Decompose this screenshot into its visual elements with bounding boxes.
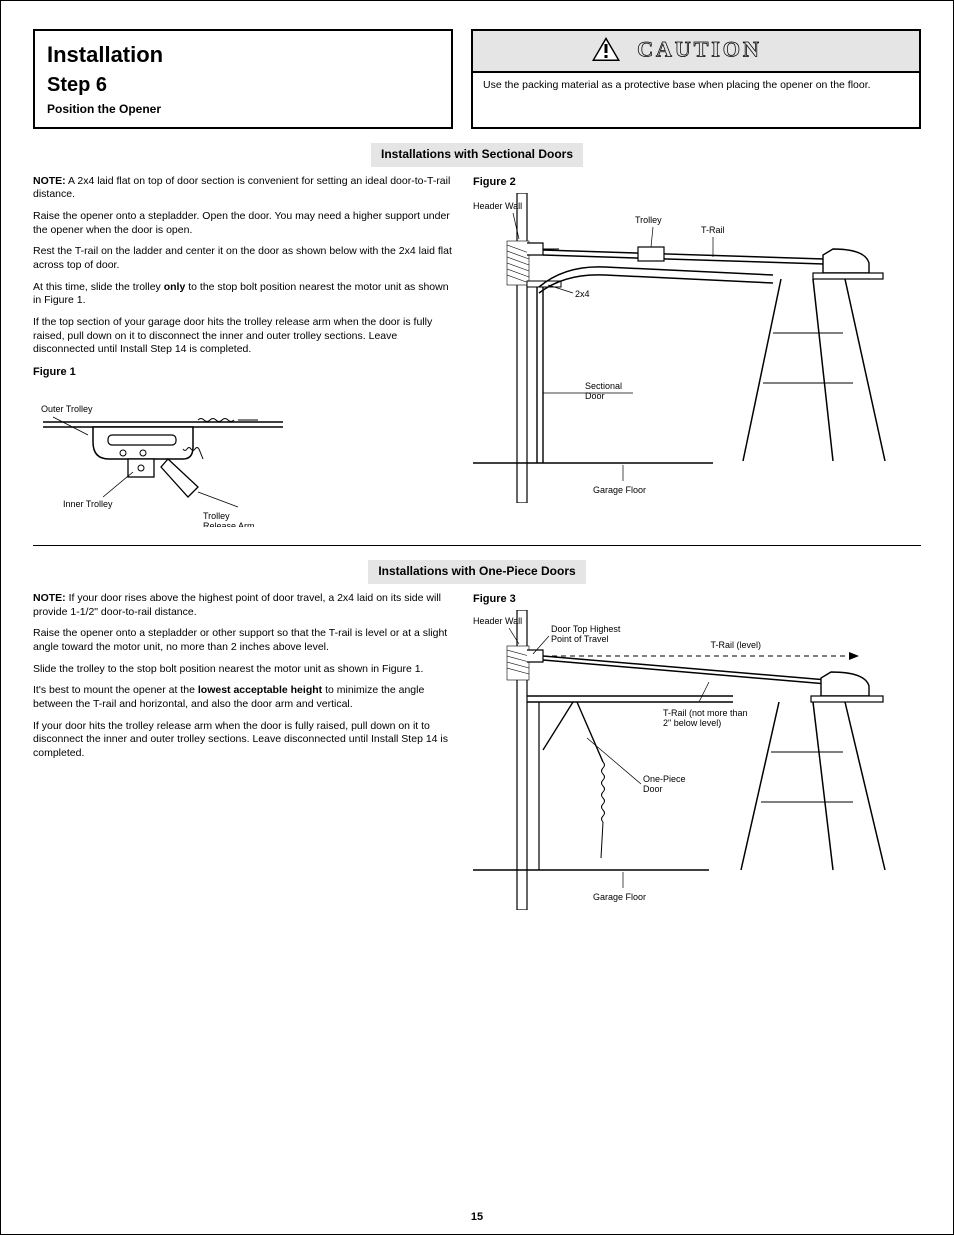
section-a-note: NOTE: A 2x4 laid flat on top of door sec… <box>33 175 453 202</box>
section-b-bar-wrap: Installations with One-Piece Doors <box>33 560 921 584</box>
caution-body: Use the packing material as a protective… <box>473 73 919 101</box>
page: Installation Step 6 Position the Opener <box>0 0 954 1235</box>
section-a-para1: Raise the opener onto a stepladder. Open… <box>33 210 453 237</box>
svg-text:2x4: 2x4 <box>575 289 590 299</box>
section-b-body: NOTE: If your door rises above the highe… <box>33 592 921 915</box>
svg-text:SectionalDoor: SectionalDoor <box>585 381 622 401</box>
section-b-left: NOTE: If your door rises above the highe… <box>33 592 453 768</box>
svg-text:Inner Trolley: Inner Trolley <box>63 499 113 509</box>
section-a-para3: At this time, slide the trolley only to … <box>33 281 453 308</box>
caution-header: CAUTION <box>473 31 919 73</box>
warning-triangle-icon <box>591 36 621 66</box>
svg-text:Outer Trolley: Outer Trolley <box>41 404 93 414</box>
figure-1: Outer Trolley Inner Trolley TrolleyRelea… <box>33 387 293 531</box>
figure-2-label: Figure 2 <box>473 175 921 189</box>
section-b-note: NOTE: If your door rises above the highe… <box>33 592 453 619</box>
section-b-para2: Slide the trolley to the stop bolt posit… <box>33 663 453 677</box>
section-a-left: NOTE: A 2x4 laid flat on top of door sec… <box>33 175 453 532</box>
note-heading: NOTE: <box>33 175 66 187</box>
svg-text:TrolleyRelease Arm: TrolleyRelease Arm <box>203 511 255 527</box>
figure-2: Header Wall T-Rail Trolley 2x4 Sectional… <box>473 193 893 507</box>
svg-text:Header Wall: Header Wall <box>473 616 522 626</box>
svg-text:CAUTION: CAUTION <box>637 36 762 61</box>
svg-text:Garage Floor: Garage Floor <box>593 485 646 495</box>
page-inner: Installation Step 6 Position the Opener <box>1 1 953 1234</box>
page-number: 15 <box>1 1210 953 1224</box>
svg-text:One-PieceDoor: One-PieceDoor <box>643 774 686 794</box>
figure-3: Header Wall Door Top HighestPoint of Tra… <box>473 610 893 914</box>
section-a-right: Figure 2 <box>473 175 921 508</box>
section-b-para1: Raise the opener onto a stepladder or ot… <box>33 627 453 654</box>
caution-label: CAUTION <box>631 36 801 66</box>
figure-3-label: Figure 3 <box>473 592 921 606</box>
section-a-para2: Rest the T-rail on the ladder and center… <box>33 245 453 272</box>
section-b-title: Installations with One-Piece Doors <box>368 560 585 584</box>
install-heading-line2: Step 6 <box>47 72 439 98</box>
install-heading-line1: Installation <box>47 41 439 70</box>
caution-box: CAUTION Use the packing material as a pr… <box>471 29 921 129</box>
section-b-para4: If your door hits the trolley release ar… <box>33 720 453 761</box>
note-heading: NOTE: <box>33 592 66 604</box>
section-a-para4: If the top section of your garage door h… <box>33 316 453 357</box>
svg-text:Door Top HighestPoint of Trave: Door Top HighestPoint of Travel <box>551 624 621 644</box>
section-a-body: NOTE: A 2x4 laid flat on top of door sec… <box>33 175 921 532</box>
top-row: Installation Step 6 Position the Opener <box>33 29 921 129</box>
svg-text:Header Wall: Header Wall <box>473 201 522 211</box>
svg-text:Garage Floor: Garage Floor <box>593 892 646 902</box>
section-a-bar-wrap: Installations with Sectional Doors <box>33 143 921 167</box>
note-body: If your door rises above the highest poi… <box>33 592 441 618</box>
section-a-title: Installations with Sectional Doors <box>371 143 583 167</box>
svg-text:Trolley: Trolley <box>635 215 662 225</box>
note-body: A 2x4 laid flat on top of door section i… <box>33 175 450 201</box>
section-b-right: Figure 3 <box>473 592 921 915</box>
svg-text:T-Rail (level): T-Rail (level) <box>710 640 761 650</box>
install-title-box: Installation Step 6 Position the Opener <box>33 29 453 129</box>
install-heading-step: Position the Opener <box>47 102 439 118</box>
figure-1-label: Figure 1 <box>33 365 453 379</box>
svg-text:T-Rail (not more than2" below: T-Rail (not more than2" below level) <box>663 708 748 728</box>
svg-text:T-Rail: T-Rail <box>701 225 725 235</box>
section-b-para3: It's best to mount the opener at the low… <box>33 684 453 711</box>
section-divider <box>33 545 921 546</box>
